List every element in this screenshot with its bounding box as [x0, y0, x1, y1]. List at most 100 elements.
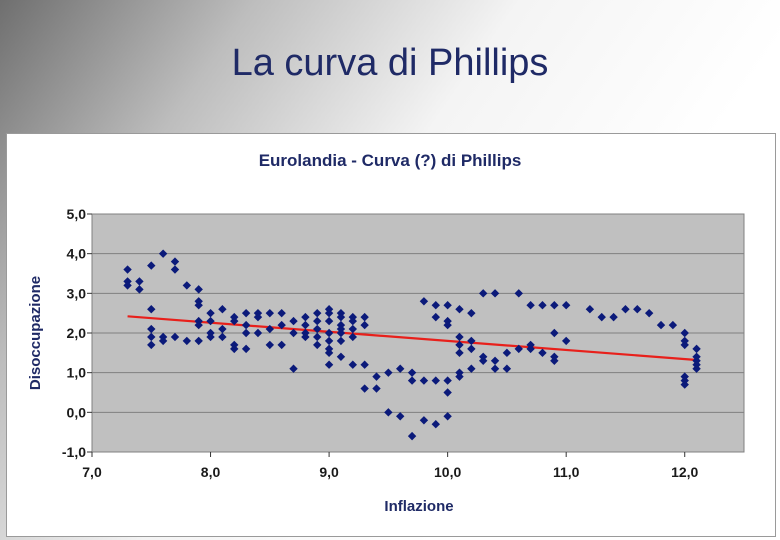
data-point [621, 305, 630, 314]
data-point [194, 301, 203, 310]
data-point [550, 356, 559, 365]
data-point [455, 348, 464, 358]
data-point [324, 336, 334, 346]
data-point [680, 380, 689, 389]
data-point [407, 376, 417, 385]
data-point [265, 324, 275, 334]
y-tick-label: 1,0 [67, 365, 87, 381]
data-point [490, 364, 500, 373]
x-axis-ticks: 7,0 8,0 9,0 10,0 11,0 12,0 [82, 452, 699, 480]
data-point [526, 301, 535, 310]
data-point [467, 308, 476, 318]
data-point [443, 376, 452, 385]
data-point [170, 332, 180, 342]
data-point [680, 328, 689, 338]
data-point [218, 305, 227, 314]
data-point [313, 324, 322, 334]
data-point [206, 316, 215, 326]
data-point [479, 289, 488, 298]
data-point [550, 301, 559, 310]
y-tick-label: 5,0 [67, 206, 87, 222]
data-point [384, 368, 393, 377]
data-point [147, 324, 156, 334]
data-point [348, 332, 357, 342]
grid-lines [92, 253, 744, 413]
data-point [313, 340, 322, 350]
y-tick-label: 3,0 [67, 285, 87, 301]
data-point [206, 332, 215, 342]
data-point [289, 316, 298, 326]
data-point [158, 249, 168, 258]
data-point [431, 420, 440, 429]
scatter-chart: Eurolandia - Curva (?) di Phillips 5,0 4,… [27, 151, 745, 515]
data-point [443, 320, 452, 330]
data-point [502, 348, 512, 358]
data-point [313, 332, 322, 342]
data-point [194, 336, 203, 346]
data-point [123, 281, 132, 290]
data-point [526, 344, 535, 354]
data-point [253, 328, 263, 338]
data-point [692, 364, 701, 373]
data-point [633, 305, 642, 314]
data-point [360, 320, 369, 330]
data-point [147, 340, 156, 350]
x-tick-label: 7,0 [82, 464, 102, 480]
x-tick-label: 11,0 [553, 464, 580, 480]
data-point [218, 324, 227, 334]
data-point [419, 376, 429, 385]
data-point [324, 328, 334, 338]
data-point [158, 336, 168, 346]
data-point [502, 364, 512, 373]
data-point [360, 360, 369, 369]
data-point [455, 332, 464, 342]
data-point [277, 340, 286, 350]
data-point [324, 316, 334, 326]
data-point [455, 340, 464, 350]
data-point [384, 408, 393, 417]
data-point [230, 316, 239, 326]
data-point [561, 336, 571, 346]
data-point [206, 308, 215, 318]
y-tick-label: 4,0 [67, 246, 87, 262]
data-point [324, 348, 334, 358]
data-point [443, 301, 452, 310]
data-point [348, 324, 357, 334]
data-point [277, 320, 286, 330]
data-point [182, 336, 192, 346]
data-point [490, 289, 500, 298]
data-point [490, 356, 500, 365]
data-point [123, 265, 132, 274]
data-point [289, 364, 298, 373]
data-point [301, 332, 310, 342]
data-point [147, 305, 156, 314]
y-axis-title: Disoccupazione [27, 276, 44, 390]
trend-line [127, 315, 697, 362]
data-point [313, 308, 322, 318]
x-axis-title: Inflazione [384, 498, 453, 515]
data-point [467, 364, 476, 373]
data-point [170, 257, 180, 266]
data-point [241, 328, 251, 338]
data-point [336, 336, 346, 346]
data-point [680, 340, 689, 350]
data-point [336, 328, 346, 338]
data-point [289, 328, 298, 338]
data-point [585, 305, 595, 314]
data-point [147, 261, 156, 270]
data-point [550, 328, 559, 338]
data-point [644, 308, 654, 318]
data-point [348, 316, 357, 326]
data-point [336, 352, 346, 361]
data-point [467, 336, 476, 346]
x-tick-label: 8,0 [201, 464, 221, 480]
x-tick-label: 9,0 [319, 464, 339, 480]
data-point [407, 368, 417, 377]
x-tick-label: 12,0 [671, 464, 698, 480]
data-point [277, 308, 286, 318]
data-point [656, 320, 666, 330]
data-point [241, 320, 251, 330]
x-tick-label: 10,0 [434, 464, 461, 480]
data-point [443, 388, 452, 397]
data-point [538, 348, 547, 358]
